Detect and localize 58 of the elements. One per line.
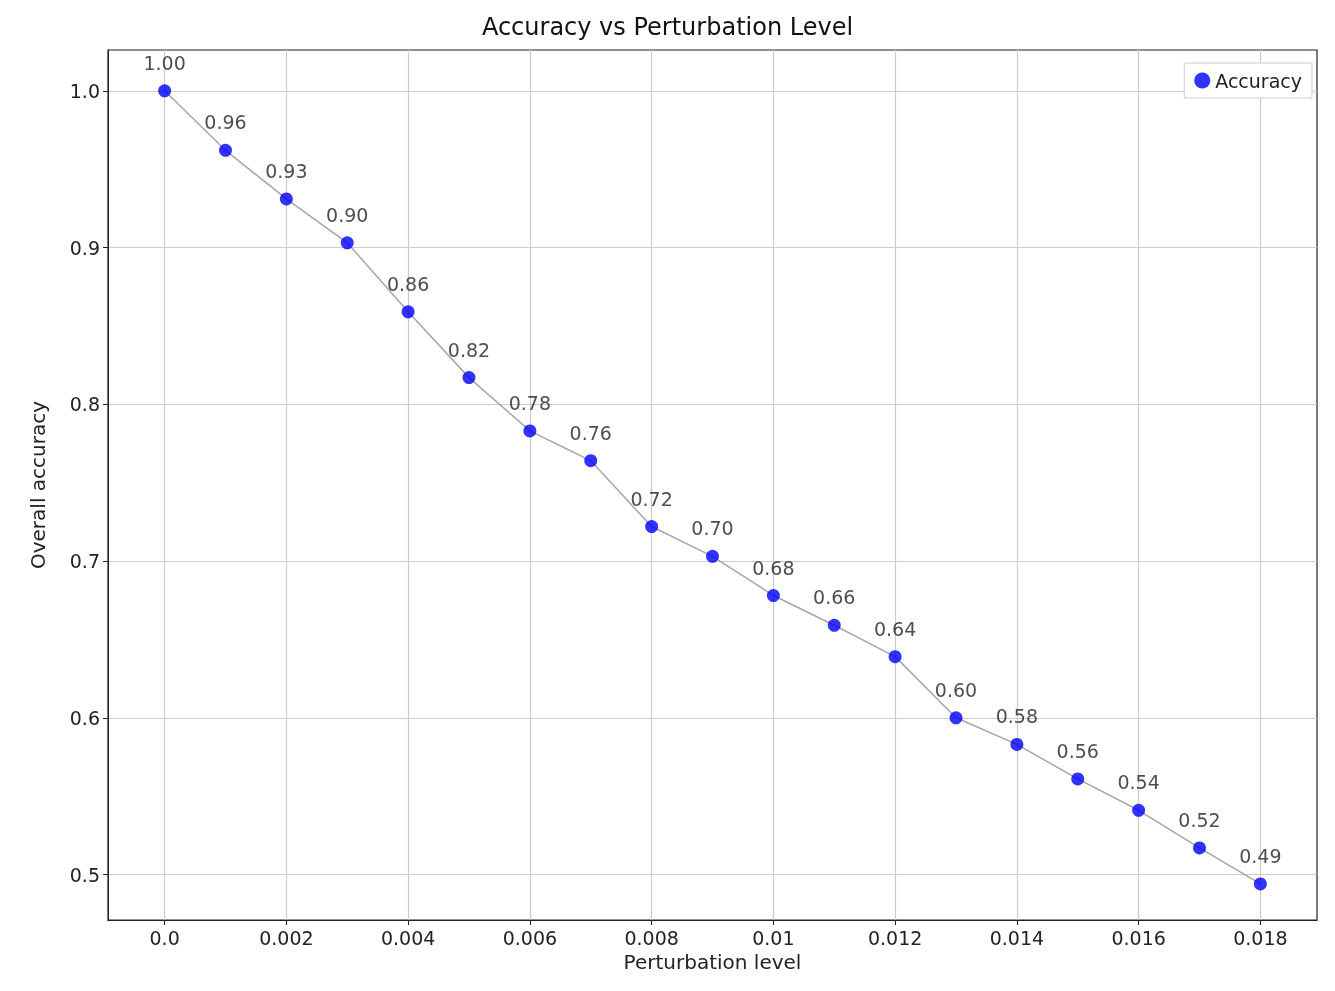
point: [1010, 737, 1024, 751]
data-label: 0.72: [630, 487, 673, 510]
data-label: 0.86: [386, 272, 430, 295]
point: [1253, 877, 1267, 891]
x-tick-label: 0.002: [259, 926, 314, 949]
point: [1071, 772, 1085, 786]
point: [523, 424, 537, 438]
data-label: 0.60: [934, 678, 978, 701]
point: [340, 236, 354, 250]
data-label: 0.76: [569, 421, 612, 444]
y-tick-label: 0.6: [69, 706, 100, 729]
point: [401, 305, 415, 319]
y-tick-label: 1.0: [69, 79, 100, 102]
point: [279, 192, 293, 206]
point: [888, 650, 902, 664]
x-tick-label: 0.0: [149, 926, 180, 949]
data-label: 0.64: [873, 617, 917, 640]
x-tick-label: 0.014: [989, 926, 1045, 949]
x-tick-label: 0.016: [1111, 926, 1166, 949]
point: [584, 454, 598, 468]
data-label: 0.66: [813, 586, 856, 609]
data-label: 0.70: [691, 517, 734, 540]
point: [645, 520, 659, 534]
point: [827, 618, 841, 632]
x-tick-label: 0.008: [624, 926, 679, 949]
point: [1132, 803, 1146, 817]
chart-title: Accuracy vs Perturbation Level: [481, 13, 854, 41]
x-tick-label: 0.006: [502, 926, 558, 949]
data-label: 0.49: [1239, 844, 1282, 867]
point: [462, 371, 476, 385]
data-label: 0.78: [508, 391, 552, 414]
data-label: 0.54: [1117, 771, 1160, 794]
x-axis-title: Perturbation level: [623, 950, 802, 974]
data-label: 0.58: [995, 705, 1039, 728]
data-label: 0.93: [265, 159, 308, 182]
data-label: 0.68: [752, 556, 795, 579]
point: [158, 84, 172, 98]
data-label: 0.90: [326, 203, 369, 226]
point: [766, 589, 780, 603]
data-label: 0.56: [1056, 739, 1099, 762]
x-tick-label: 0.004: [380, 926, 436, 949]
data-label: 1.00: [143, 51, 186, 74]
x-tick-label: 0.01: [752, 926, 795, 949]
data-label: 0.96: [204, 111, 247, 134]
y-axis-title: Overall accuracy: [26, 400, 50, 570]
point: [706, 549, 719, 563]
y-tick-label: 0.8: [69, 393, 100, 416]
point: [219, 143, 232, 157]
point: [1193, 841, 1207, 855]
data-label: 0.52: [1178, 808, 1221, 831]
x-tick-label: 0.012: [867, 926, 923, 949]
point: [949, 711, 963, 725]
y-tick-label: 0.7: [69, 550, 100, 573]
legend-label: Accuracy: [1215, 69, 1303, 92]
data-label: 0.82: [447, 338, 491, 361]
y-tick-label: 0.5: [69, 863, 100, 886]
y-tick-label: 0.9: [69, 236, 100, 259]
x-tick-label: 0.018: [1233, 926, 1288, 949]
